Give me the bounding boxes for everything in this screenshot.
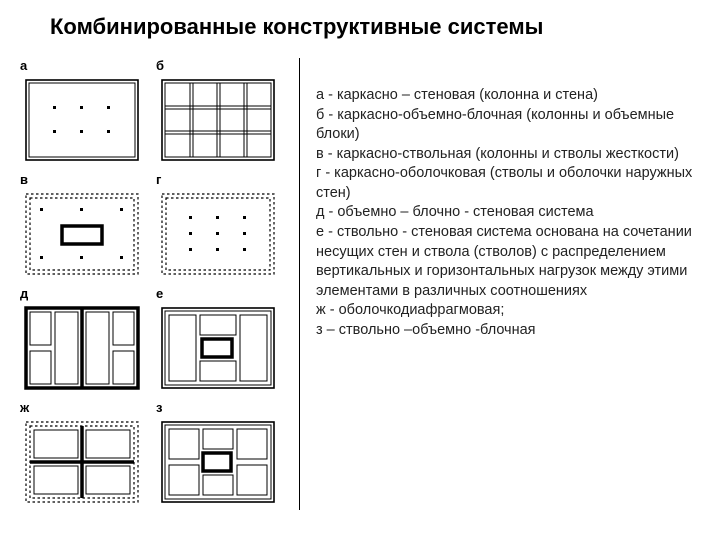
diagram-row: д е <box>20 286 292 394</box>
diagram-zh <box>20 416 144 508</box>
diagram-label: е <box>156 286 282 300</box>
diagram-label: г <box>156 172 282 186</box>
diagram-cell-v: в <box>20 172 146 280</box>
diagram-z <box>156 416 280 508</box>
desc-d: д - объемно – блочно - стеновая система <box>316 203 710 223</box>
diagram-cell-a: а <box>20 58 146 166</box>
diagram-b <box>156 74 280 166</box>
vertical-divider <box>299 58 300 510</box>
diagram-cell-zh: ж <box>20 400 146 508</box>
slide: Комбинированные конструктивные системы а <box>0 0 720 540</box>
diagram-label: а <box>20 58 146 72</box>
diagram-label: з <box>156 400 282 414</box>
diagram-row: ж <box>20 400 292 508</box>
diagram-cell-b: б <box>156 58 282 166</box>
diagram-cell-g: г <box>156 172 282 280</box>
diagram-label: ж <box>20 400 146 414</box>
desc-a: а - каркасно – стеновая (колонна и стена… <box>316 86 710 106</box>
diagram-label: д <box>20 286 146 300</box>
desc-v: в - каркасно-ствольная (колонны и стволы… <box>316 145 710 165</box>
diagram-g <box>156 188 280 280</box>
desc-z: з – ствольно –объемно -блочная <box>316 321 710 341</box>
desc-e: е - ствольно - стеновая система основана… <box>316 223 710 301</box>
diagram-label: б <box>156 58 282 72</box>
diagram-row: а б <box>20 58 292 166</box>
desc-b: б - каркасно-объемно-блочная (колонны и … <box>316 106 710 145</box>
diagram-label: в <box>20 172 146 186</box>
diagram-cell-d: д <box>20 286 146 394</box>
diagram-row: в г <box>20 172 292 280</box>
page-title: Комбинированные конструктивные системы <box>50 14 690 40</box>
desc-g: г - каркасно-оболочковая (стволы и оболо… <box>316 164 710 203</box>
descriptions-column: а - каркасно – стеновая (колонна и стена… <box>316 86 710 340</box>
diagram-cell-e: е <box>156 286 282 394</box>
diagram-cell-z: з <box>156 400 282 508</box>
diagram-v <box>20 188 144 280</box>
diagram-e <box>156 302 280 394</box>
diagrams-column: а б <box>20 58 292 528</box>
desc-zh: ж - оболочкодиафрагмовая; <box>316 301 710 321</box>
diagram-a <box>20 74 144 166</box>
diagram-d <box>20 302 144 394</box>
